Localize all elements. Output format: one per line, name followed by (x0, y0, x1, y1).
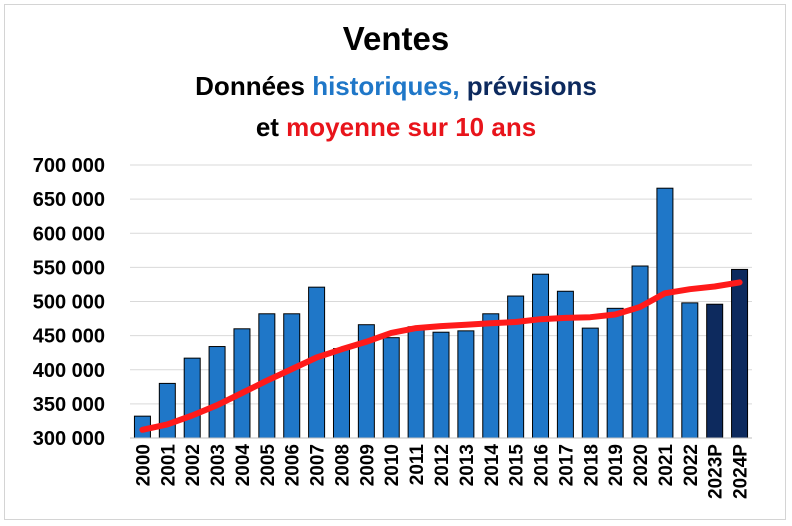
chart-frame (4, 4, 786, 520)
chart-subtitle-line-1: Données historiques, prévisions (0, 71, 792, 102)
x-tick-label: 2020 (631, 444, 652, 486)
subtitle-text-historiques: historiques, (312, 71, 460, 101)
x-tick-label: 2005 (258, 444, 279, 487)
x-tick-label: 2017 (556, 444, 577, 486)
x-tick-label: 2014 (482, 444, 503, 487)
x-tick-label: 2016 (532, 444, 553, 486)
y-tick-label: 550 000 (33, 257, 105, 279)
bar-historique (158, 382, 176, 439)
y-tick-label: 350 000 (33, 394, 105, 416)
y-tick-label: 400 000 (33, 360, 105, 382)
subtitle-text-donnees: Données (195, 71, 313, 101)
x-tick-label: 2021 (656, 444, 677, 487)
x-tick-label: 2006 (283, 444, 304, 486)
chart-subtitle-line-2: et moyenne sur 10 ans (0, 112, 792, 143)
subtitle-text-moyenne: moyenne sur 10 ans (286, 112, 537, 142)
subtitle-text-previsions: prévisions (459, 71, 597, 101)
x-tick-label: 2009 (357, 444, 378, 486)
bar-prevision (731, 268, 749, 439)
y-tick-label: 600 000 (33, 223, 105, 245)
y-tick-label: 300 000 (33, 428, 105, 450)
bar-historique (183, 357, 201, 439)
y-tick-label: 450 000 (33, 326, 105, 348)
x-tick-label: 2023P (706, 444, 727, 499)
x-tick-label: 2003 (208, 444, 229, 486)
x-tick-label: 2004 (233, 444, 254, 487)
y-tick-label: 650 000 (33, 189, 105, 211)
bar-historique (407, 326, 425, 439)
y-tick-label: 700 000 (33, 155, 105, 177)
bar-historique (681, 302, 699, 439)
chart-title: Ventes (342, 20, 450, 57)
bar-historique (631, 265, 649, 439)
bar-historique (656, 187, 674, 439)
bar-historique (332, 348, 350, 439)
bar-historique (457, 330, 475, 439)
bar-prevision (706, 303, 724, 439)
bar-historique (507, 295, 525, 439)
x-tick-label: 2022 (681, 444, 702, 486)
bar-historique (606, 307, 624, 439)
bar-historique (556, 290, 574, 439)
bar-historique (432, 331, 450, 439)
bar-historique (208, 346, 226, 439)
bar-historique (382, 337, 400, 439)
x-tick-label: 2013 (457, 444, 478, 486)
x-tick-label: 2008 (332, 444, 353, 486)
bar-historique (233, 328, 251, 439)
moving-average-line (139, 279, 743, 433)
x-tick-label: 2002 (183, 444, 204, 486)
bar-historique (581, 327, 599, 439)
x-tick-label: 2019 (606, 444, 627, 486)
bar-historique (482, 313, 500, 439)
x-tick-label: 2007 (308, 444, 329, 486)
x-tick-label: 2018 (581, 444, 602, 486)
y-tick-label: 500 000 (33, 292, 105, 314)
x-tick-label: 2012 (432, 444, 453, 486)
bar-historique (532, 273, 550, 439)
bar-historique (283, 313, 301, 439)
x-tick-label: 2001 (158, 444, 179, 487)
x-tick-label: 2010 (382, 444, 403, 486)
x-tick-label: 2015 (507, 444, 528, 487)
x-tick-label: 2000 (133, 444, 154, 486)
x-tick-label: 2011 (407, 444, 428, 486)
subtitle-text-et: et (255, 112, 287, 142)
x-tick-label: 2024P (731, 444, 752, 499)
